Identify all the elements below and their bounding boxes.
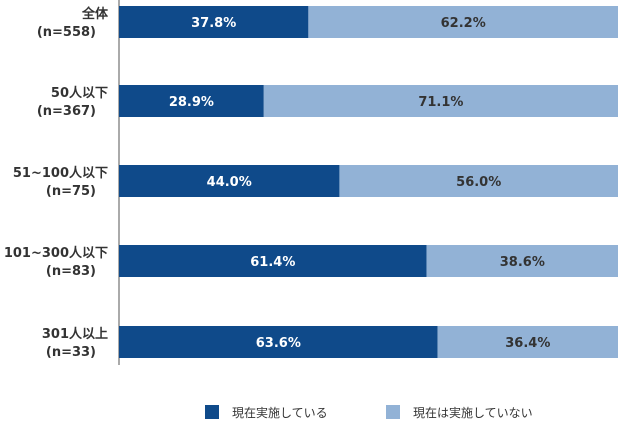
bar-segment-not-implemented — [437, 326, 618, 358]
data-label: 37.8% — [191, 16, 236, 31]
legend-label: 現在実施している — [232, 405, 328, 420]
category-name: 301人以上 — [42, 326, 108, 342]
bar-group: 37.8% 62.2% 28.9% 71.1% 44.0% 56.0% 61.4% 38.6%… — [119, 6, 618, 358]
category-label: 101~300人以下 (n=83) — [4, 245, 108, 279]
data-label: 38.6% — [500, 255, 545, 270]
data-label: 44.0% — [207, 175, 252, 190]
bar-segment-implemented — [119, 6, 309, 38]
category-name: 全体 — [81, 6, 109, 22]
legend-swatch — [386, 405, 400, 419]
data-label: 36.4% — [505, 336, 550, 351]
bar-segment-implemented — [119, 245, 427, 277]
category-label: 50人以下 (n=367) — [37, 85, 108, 119]
bar-segment-not-implemented — [308, 6, 618, 38]
category-labels: 全体 (n=558) 50人以下 (n=367) 51~100人以下 (n=75) 101~… — [4, 6, 109, 360]
legend-label: 現在は実施していない — [413, 405, 533, 420]
bar-segment-not-implemented — [263, 85, 618, 117]
category-n: (n=367) — [37, 104, 96, 119]
data-label: 63.6% — [256, 336, 301, 351]
category-name: 101~300人以下 — [4, 245, 108, 261]
category-label: 51~100人以下 (n=75) — [13, 165, 108, 199]
bar-segment-implemented — [119, 85, 264, 117]
category-n: (n=558) — [37, 25, 96, 40]
category-n: (n=33) — [46, 345, 96, 360]
bar-segment-not-implemented — [339, 165, 618, 197]
legend: 現在実施している 現在は実施していない — [205, 405, 533, 420]
data-label: 62.2% — [441, 16, 486, 31]
category-label: 全体 (n=558) — [37, 6, 109, 40]
category-name: 51~100人以下 — [13, 165, 108, 181]
bar-segment-implemented — [119, 326, 438, 358]
data-label: 56.0% — [456, 175, 501, 190]
data-label: 61.4% — [250, 255, 295, 270]
data-label: 71.1% — [418, 95, 463, 110]
category-n: (n=75) — [46, 184, 96, 199]
legend-swatch — [205, 405, 219, 419]
data-label: 28.9% — [169, 95, 214, 110]
bar-segment-implemented — [119, 165, 340, 197]
category-n: (n=83) — [46, 264, 96, 279]
category-name: 50人以下 — [51, 85, 108, 101]
bar-segment-not-implemented — [426, 245, 618, 277]
category-label: 301人以上 (n=33) — [42, 326, 108, 360]
